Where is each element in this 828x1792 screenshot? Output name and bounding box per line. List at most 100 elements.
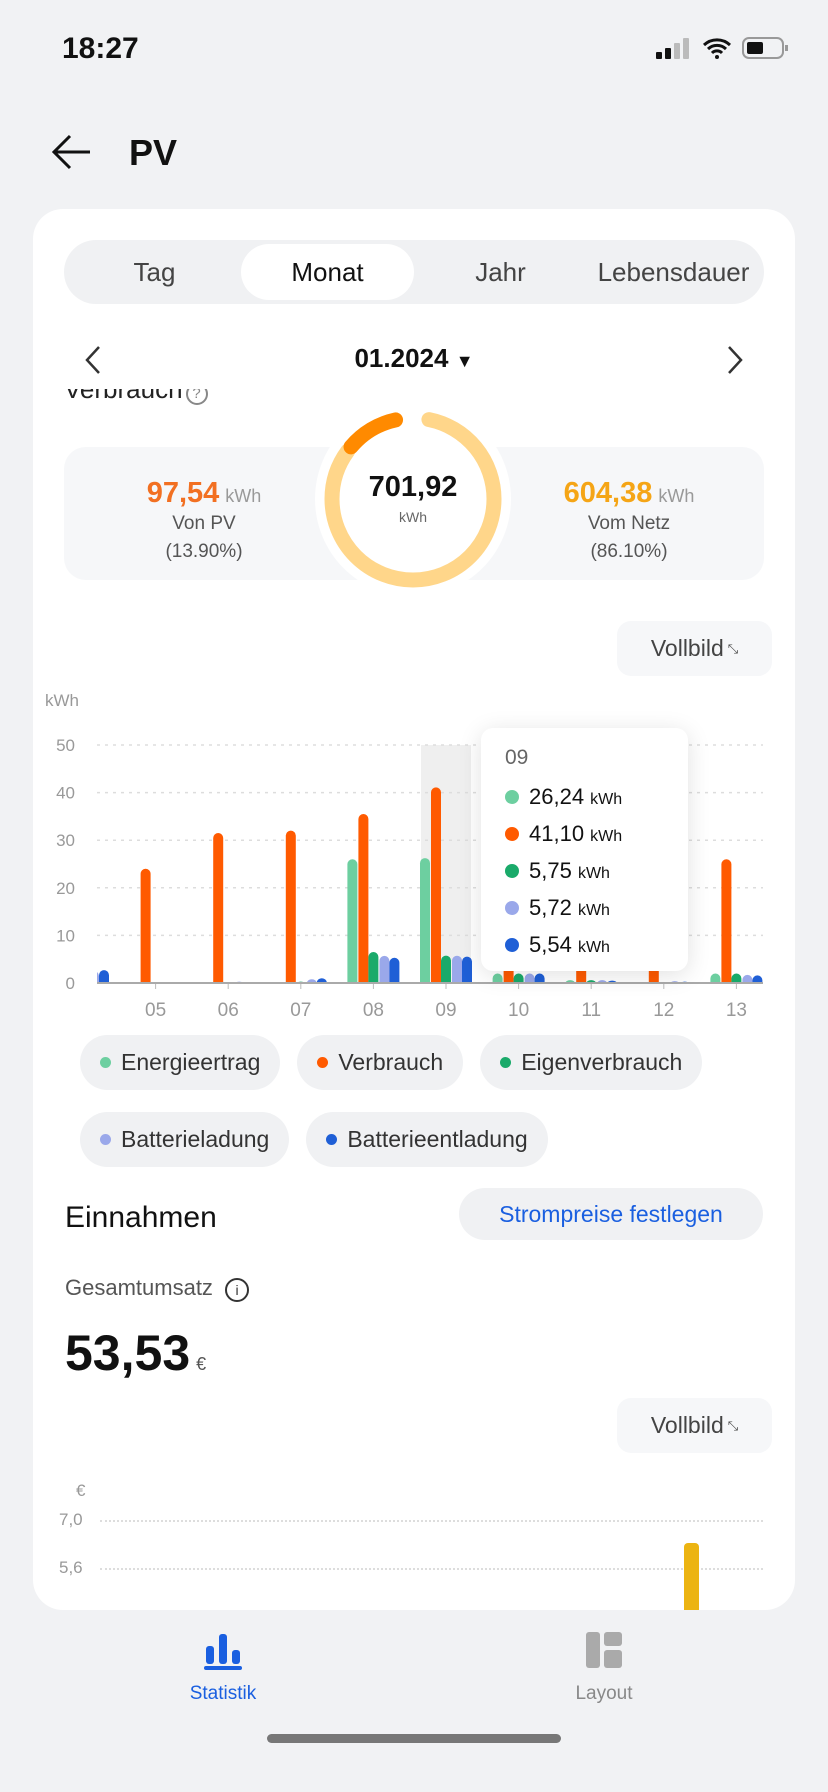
legend-item-eigenverbrauch[interactable]: Eigenverbrauch xyxy=(480,1035,703,1090)
legend-item-batterieladung[interactable]: Batterieladung xyxy=(80,1112,290,1167)
bar-batterieladung xyxy=(379,955,390,983)
x-tick-label: 12 xyxy=(653,1000,674,1021)
tooltip-value: 5,54 kWh xyxy=(529,931,610,957)
x-tick-label: 08 xyxy=(363,1000,384,1021)
legend-label: Energieertrag xyxy=(121,1049,261,1075)
tooltip-value: 5,72 kWh xyxy=(529,894,610,920)
bottom-tab-bar: Statistik Layout xyxy=(0,1610,828,1792)
tab-layout-label: Layout xyxy=(575,1683,633,1704)
expand-icon: ⤡ xyxy=(727,1417,739,1433)
bar-eigenverbrauch xyxy=(441,955,451,983)
bar-batterieladung xyxy=(452,955,462,983)
bar-batterieladung xyxy=(97,972,99,983)
tab-statistik-label: Statistik xyxy=(189,1683,257,1704)
tooltip-row: 26,24 kWh xyxy=(505,778,688,815)
bar-batterieentladung xyxy=(534,973,545,983)
chevron-right-icon[interactable] xyxy=(725,345,745,375)
tooltip-value: 26,24 kWh xyxy=(529,783,623,809)
y-tick-label: 0 xyxy=(66,974,75,993)
total-revenue-value: 53,53 xyxy=(65,1325,191,1381)
date-value: 01.2024 xyxy=(354,343,449,373)
bar-verbrauch xyxy=(358,814,369,983)
legend-label: Verbrauch xyxy=(338,1049,444,1075)
fullscreen-button[interactable]: Vollbild ⤡ xyxy=(617,621,772,676)
gridline xyxy=(100,1520,763,1522)
legend-label: Batterieladung xyxy=(121,1126,270,1152)
y-tick-label: 30 xyxy=(56,831,75,850)
fullscreen-label: Vollbild xyxy=(650,635,724,661)
bar-verbrauch xyxy=(431,787,441,983)
tab-statistik[interactable]: Statistik xyxy=(173,1630,273,1705)
chart-legend: Energieertrag Verbrauch Eigenverbrauch Batt… xyxy=(80,1035,780,1167)
revenue-fullscreen-button[interactable]: Vollbild ⤡ xyxy=(617,1398,772,1453)
revenue-y-tick: 5,6 xyxy=(59,1558,83,1577)
tab-tag[interactable]: Tag xyxy=(133,257,176,287)
date-picker[interactable]: 01.2024 ▼ xyxy=(33,343,795,374)
caret-down-icon: ▼ xyxy=(455,351,474,371)
series-dot-icon xyxy=(505,826,519,841)
revenue-y-tick: 7,0 xyxy=(59,1510,83,1529)
bar-verbrauch xyxy=(285,830,296,983)
status-icons xyxy=(656,36,788,60)
grid-label: Vom Netz xyxy=(587,513,671,534)
y-tick-label: 40 xyxy=(56,784,75,803)
back-arrow-icon[interactable] xyxy=(50,132,94,172)
currency: € xyxy=(196,1354,207,1374)
x-tick-label: 13 xyxy=(726,1000,747,1021)
tooltip-row: 5,54 kWh xyxy=(505,926,688,963)
expand-icon: ⤡ xyxy=(727,640,739,656)
bar-batterieladung xyxy=(670,981,680,983)
x-tick-label: 09 xyxy=(435,1000,456,1021)
grid-value: 604,38 xyxy=(563,477,653,509)
legend-dot-icon xyxy=(100,1057,111,1068)
bar-energieertrag xyxy=(710,973,721,983)
donut-chart: 701,92 kWh xyxy=(315,401,511,597)
legend-item-verbrauch[interactable]: Verbrauch xyxy=(297,1035,464,1090)
tab-monat[interactable]: Monat xyxy=(241,244,414,300)
pv-value: 97,54 xyxy=(146,477,220,509)
chevron-left-icon[interactable] xyxy=(83,345,103,375)
x-tick-label: 06 xyxy=(218,1000,239,1021)
legend-label: Eigenverbrauch xyxy=(521,1049,683,1075)
total-unit: kWh xyxy=(399,509,427,525)
bar-chart-icon xyxy=(204,1634,242,1670)
grid-percent: (86.10%) xyxy=(590,541,668,562)
bar-verbrauch xyxy=(721,859,732,983)
legend-item-energieertrag[interactable]: Energieertrag xyxy=(80,1035,281,1090)
bar-batterieentladung xyxy=(752,975,763,983)
bar-energieertrag xyxy=(492,973,503,983)
y-tick-label: 50 xyxy=(56,736,75,755)
legend-item-batterieentladung[interactable]: Batterieentladung xyxy=(306,1112,548,1167)
tooltip-value: 5,75 kWh xyxy=(529,857,610,883)
pv-label: Von PV xyxy=(172,513,236,534)
revenue-y-unit: € xyxy=(76,1481,86,1500)
legend-dot-icon xyxy=(317,1057,329,1068)
tab-lebensdauer[interactable]: Lebensdauer xyxy=(597,257,750,287)
info-icon[interactable]: i xyxy=(225,1278,250,1302)
bar-batterieentladung xyxy=(462,956,472,983)
date-navigator: 01.2024 ▼ xyxy=(33,329,795,389)
bar-verbrauch xyxy=(140,868,151,983)
series-dot-icon xyxy=(505,789,519,804)
tab-layout[interactable]: Layout xyxy=(554,1630,654,1705)
revenue-bar xyxy=(684,1543,699,1610)
total-revenue-text: Gesamtumsatz xyxy=(65,1275,213,1300)
tooltip-row: 5,72 kWh xyxy=(505,889,688,926)
donut-grid-arc xyxy=(324,410,502,588)
x-tick-label: 05 xyxy=(145,1000,166,1021)
legend-dot-icon xyxy=(326,1134,338,1145)
total-revenue: 53,53 € xyxy=(65,1324,206,1382)
pv-summary: 97,54 kWh Von PV (13.90%) xyxy=(89,477,319,566)
period-segmented-control: Tag Monat Jahr Lebensdauer xyxy=(64,240,764,304)
bar-eigenverbrauch xyxy=(731,973,742,983)
bar-batterieentladung xyxy=(316,978,327,983)
bar-eigenverbrauch xyxy=(513,973,524,983)
gridline xyxy=(100,1568,763,1570)
x-tick-label: 07 xyxy=(290,1000,311,1021)
tooltip-title: 09 xyxy=(505,746,529,769)
tooltip-row: 41,10 kWh xyxy=(505,815,688,852)
set-electricity-prices-button[interactable]: Strompreise festlegen xyxy=(459,1188,763,1240)
chart-tooltip: 09 26,24 kWh 41,10 kWh 5,75 kWh 5,72 kWh 5,5… xyxy=(481,728,688,971)
series-dot-icon xyxy=(505,900,519,915)
tab-jahr[interactable]: Jahr xyxy=(475,257,526,287)
